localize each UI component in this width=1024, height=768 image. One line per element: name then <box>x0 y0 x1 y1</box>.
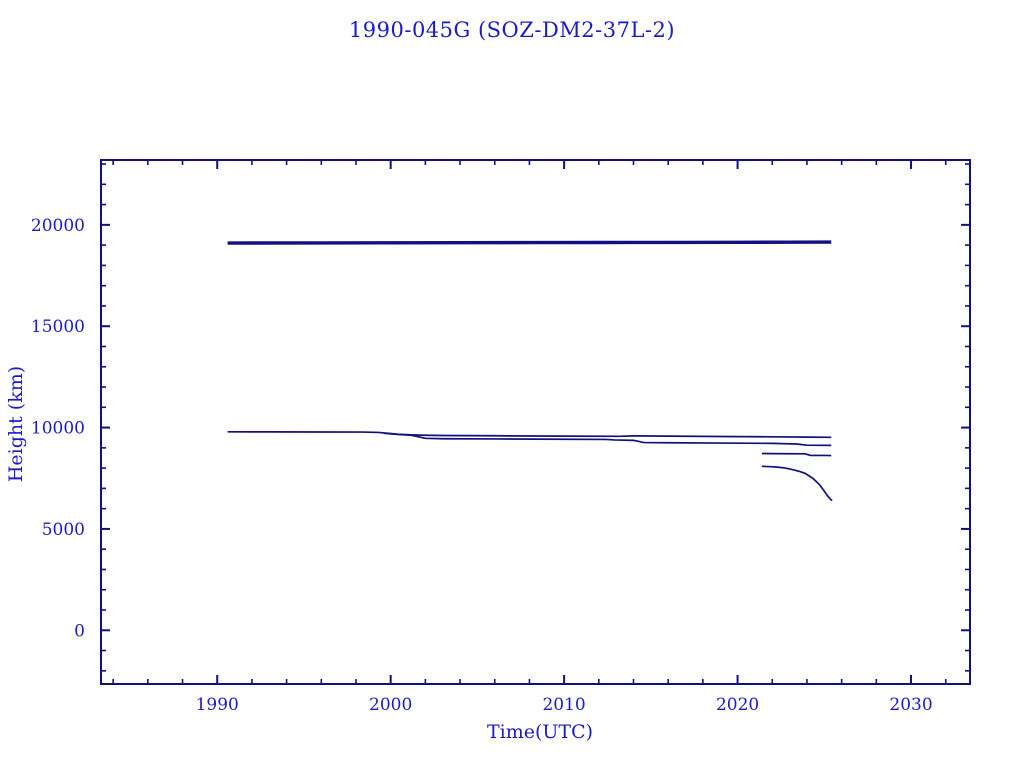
series-perigee-branch-2 <box>383 432 832 447</box>
x-tick-label: 2030 <box>889 695 932 715</box>
y-tick-label: 0 <box>74 621 85 641</box>
y-axis-tick-labels: 0 5000 10000 15000 20000 <box>31 216 85 641</box>
x-axis-label: Time(UTC) <box>487 721 593 743</box>
plot-frame <box>100 159 971 685</box>
y-axis-ticks <box>101 163 970 672</box>
x-tick-label: 2000 <box>369 695 412 715</box>
x-tick-label: 1990 <box>196 695 239 715</box>
x-axis-tick-labels: 1990 2000 2010 2020 2030 <box>196 695 933 715</box>
x-tick-label: 2010 <box>542 695 585 715</box>
chart-title: 1990-045G (SOZ-DM2-37L-2) <box>349 18 675 42</box>
series-decaying-line <box>761 465 833 502</box>
series-short-line-upper <box>761 452 832 457</box>
series-perigee-branch-1 <box>227 430 832 439</box>
data-series-group <box>227 240 833 502</box>
y-tick-label: 10000 <box>31 419 85 439</box>
y-axis-label: Height (km) <box>5 366 27 482</box>
x-axis-ticks <box>112 160 947 684</box>
series-apogee <box>227 240 832 245</box>
x-tick-label: 2020 <box>716 695 759 715</box>
y-tick-label: 20000 <box>31 216 85 236</box>
y-tick-label: 5000 <box>42 520 85 540</box>
y-tick-label: 15000 <box>31 317 85 337</box>
